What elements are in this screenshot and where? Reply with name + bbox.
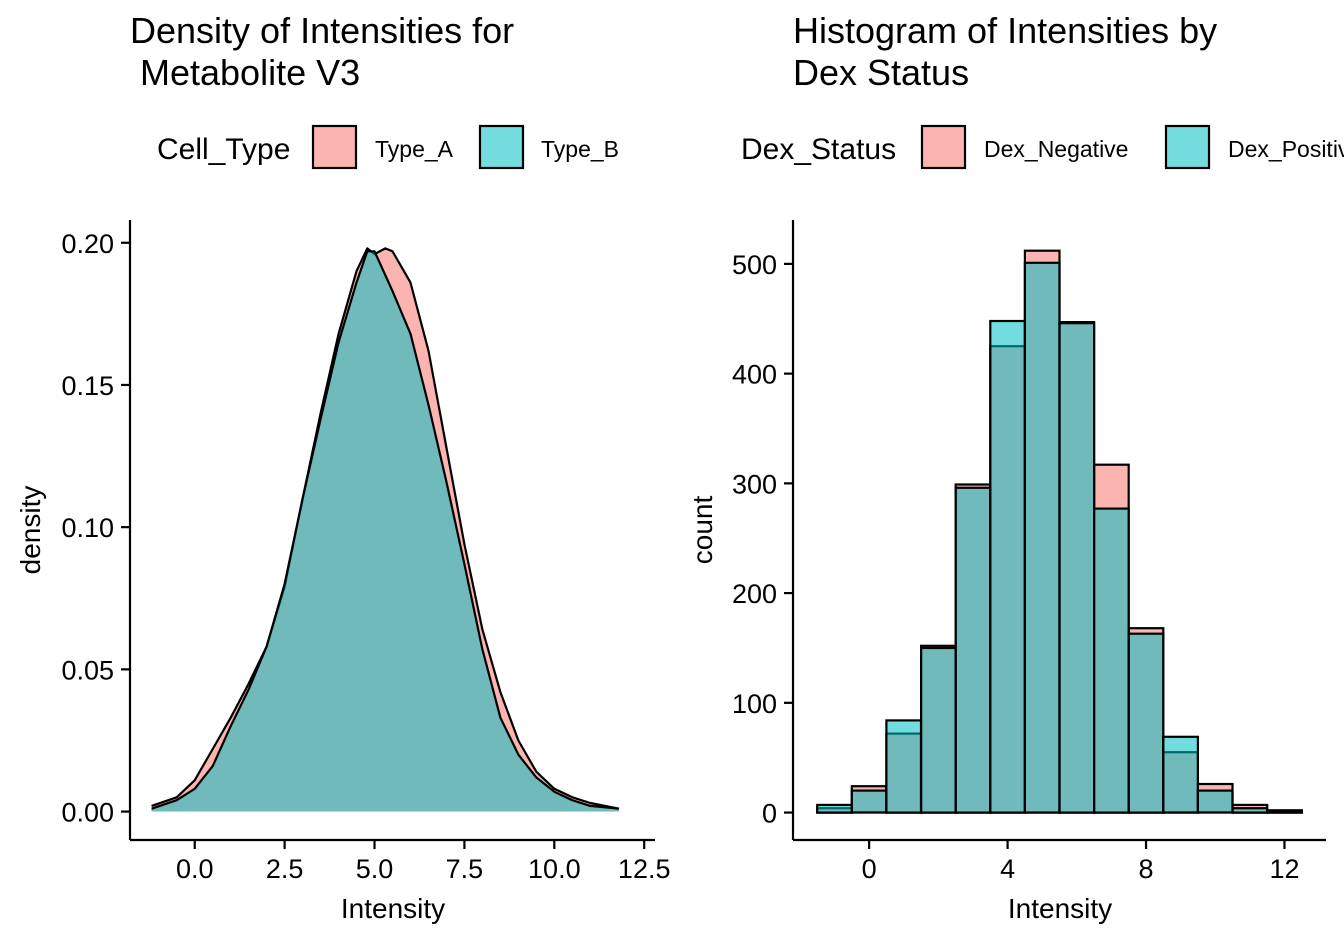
histogram-panel: Histogram of Intensities by Dex Status D… xyxy=(687,10,1344,924)
histogram-bar-dex-positive xyxy=(885,719,923,814)
histogram-bar-dex-positive xyxy=(989,319,1026,814)
histogram-title-line2: Dex Status xyxy=(793,52,969,93)
density-y-tick-label: 0.00 xyxy=(61,798,114,828)
histogram-bar-dex-positive xyxy=(1092,507,1130,814)
legend-label-dex-negative: Dex_Negative xyxy=(984,136,1128,162)
histogram-x-tick-label: 0 xyxy=(862,854,877,884)
density-x-axis-label: Intensity xyxy=(341,893,445,924)
density-legend: Cell_Type Type_A Type_B xyxy=(157,124,619,170)
density-plot-area xyxy=(151,247,620,812)
histogram-bar-dex-positive xyxy=(954,486,992,814)
histogram-y-tick-label: 300 xyxy=(732,469,777,499)
histogram-bar-dex-positive xyxy=(1058,322,1096,814)
density-area-type-b xyxy=(151,251,620,812)
density-x-tick-label: 2.5 xyxy=(266,854,304,884)
density-y-tick-label: 0.15 xyxy=(61,371,114,401)
density-x-tick-label: 0.0 xyxy=(176,854,214,884)
histogram-bar-dex-positive xyxy=(850,789,888,814)
legend-label-dex-positive: Dex_Positive xyxy=(1228,136,1344,162)
histogram-bar-dex-positive xyxy=(1266,809,1303,814)
histogram-bar-dex-positive xyxy=(1023,261,1061,814)
histogram-bar-dex-positive xyxy=(816,803,853,814)
legend-label-type-b: Type_B xyxy=(541,136,619,162)
density-y-tick-label: 0.20 xyxy=(61,229,114,259)
histogram-y-tick-label: 0 xyxy=(762,799,777,829)
histogram-y-tick-label: 100 xyxy=(732,689,777,719)
histogram-y-tick-label: 500 xyxy=(732,250,777,280)
histogram-y-tick-label: 400 xyxy=(732,360,777,390)
histogram-title-line1: Histogram of Intensities by xyxy=(793,10,1217,51)
histogram-legend: Dex_Status Dex_Negative Dex_Positive xyxy=(741,124,1344,170)
histogram-bar-dex-positive xyxy=(919,646,957,814)
density-line-type-b xyxy=(151,250,620,810)
density-panel: Density of Intensities for Metabolite V3… xyxy=(15,10,670,924)
histogram-plot-area xyxy=(816,249,1303,814)
density-y-axis-label: density xyxy=(15,486,46,575)
histogram-bar-dex-positive xyxy=(1196,789,1234,814)
histogram-x-tick-label: 12 xyxy=(1269,854,1299,884)
density-x-tick-label: 5.0 xyxy=(356,854,394,884)
histogram-x-tick-label: 8 xyxy=(1139,854,1154,884)
density-y-tick-label: 0.05 xyxy=(61,655,114,685)
density-x-tick-label: 10.0 xyxy=(528,854,581,884)
density-axes: 0.0 2.5 5.0 7.5 10.0 12.5 0.00 0.05 0.10 0.15 0.20 xyxy=(61,220,670,884)
density-line-type-a xyxy=(151,247,620,810)
density-x-tick-label: 7.5 xyxy=(446,854,484,884)
histogram-bar-dex-positive xyxy=(1231,807,1269,814)
density-title-line1: Density of Intensities for xyxy=(130,10,514,51)
histogram-bar-dex-positive xyxy=(1162,735,1200,814)
histogram-x-axis-label: Intensity xyxy=(1008,893,1112,924)
histogram-y-tick-label: 200 xyxy=(732,579,777,609)
legend-key-dex-positive xyxy=(1164,124,1211,170)
density-title-line2: Metabolite V3 xyxy=(130,52,360,93)
histogram-legend-title: Dex_Status xyxy=(741,133,896,166)
legend-key-type-b xyxy=(478,124,525,170)
histogram-x-tick-label: 4 xyxy=(1000,854,1015,884)
legend-label-type-a: Type_A xyxy=(375,136,454,162)
density-legend-title: Cell_Type xyxy=(157,133,290,166)
density-x-tick-label: 12.5 xyxy=(618,854,671,884)
histogram-bar-dex-positive xyxy=(1127,632,1165,814)
density-y-tick-label: 0.10 xyxy=(61,513,114,543)
histogram-y-axis-label: count xyxy=(687,496,718,565)
legend-key-type-a xyxy=(311,124,358,170)
legend-key-dex-negative xyxy=(920,124,967,170)
histogram-axes: 0 4 8 12 0 100 200 300 400 500 xyxy=(732,220,1326,884)
